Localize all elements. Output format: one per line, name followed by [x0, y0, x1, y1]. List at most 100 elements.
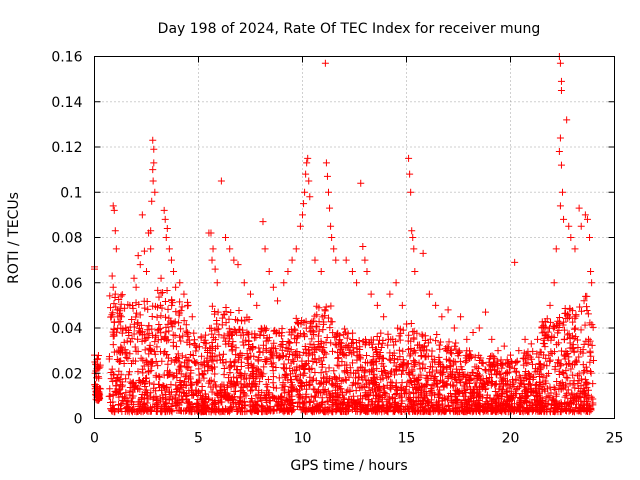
- data-point: [589, 399, 597, 407]
- data-point: [537, 364, 545, 372]
- data-point: [261, 245, 269, 253]
- data-point: [365, 384, 373, 392]
- data-point: [311, 392, 319, 400]
- data-point: [557, 77, 565, 85]
- data-point: [328, 234, 336, 241]
- data-point: [230, 387, 238, 395]
- data-point: [494, 347, 502, 355]
- data-point: [155, 380, 163, 388]
- data-point: [503, 369, 511, 377]
- data-point: [415, 375, 423, 383]
- data-point: [169, 331, 177, 339]
- data-point: [237, 380, 245, 388]
- data-point: [578, 307, 586, 315]
- data-point: [343, 334, 351, 342]
- data-point: [303, 159, 311, 167]
- data-point: [230, 373, 238, 381]
- data-point: [399, 356, 407, 364]
- data-point: [546, 301, 554, 309]
- data-point: [577, 222, 585, 230]
- data-point: [311, 369, 319, 377]
- data-point: [110, 405, 118, 413]
- data-point: [401, 407, 409, 415]
- data-point: [215, 351, 223, 359]
- data-point: [206, 377, 214, 385]
- data-point: [524, 348, 532, 356]
- data-point: [168, 400, 176, 408]
- data-point: [396, 392, 404, 400]
- data-point: [557, 385, 565, 393]
- data-point: [230, 256, 238, 264]
- data-point: [317, 401, 325, 409]
- data-point: [419, 249, 427, 257]
- data-point: [284, 344, 292, 352]
- data-point: [173, 354, 181, 362]
- data-point: [128, 315, 136, 323]
- data-point: [320, 408, 328, 416]
- data-point: [358, 395, 366, 403]
- data-point: [582, 337, 590, 345]
- data-point: [154, 286, 162, 294]
- y-tick-label: 0.06: [51, 276, 82, 292]
- data-point: [364, 359, 372, 367]
- data-point: [560, 336, 568, 344]
- data-point: [361, 367, 369, 375]
- data-point: [462, 389, 470, 397]
- data-point: [449, 381, 457, 389]
- data-point: [306, 349, 314, 357]
- data-point: [162, 313, 170, 321]
- data-point: [130, 330, 138, 338]
- data-point: [199, 402, 207, 410]
- data-point: [242, 336, 250, 344]
- data-point: [293, 333, 301, 341]
- data-point: [209, 245, 217, 253]
- data-point: [164, 371, 172, 379]
- data-point: [541, 343, 549, 351]
- data-point: [330, 367, 338, 375]
- data-point: [390, 341, 398, 349]
- data-point: [118, 329, 126, 337]
- data-point: [265, 389, 273, 397]
- data-point: [291, 326, 299, 334]
- data-point: [281, 382, 289, 390]
- data-point: [564, 360, 572, 368]
- data-point: [519, 404, 527, 412]
- data-point: [227, 343, 235, 351]
- data-point: [152, 358, 160, 366]
- data-point: [272, 384, 280, 392]
- data-point: [239, 331, 247, 339]
- data-point: [548, 401, 556, 409]
- data-point: [234, 261, 242, 269]
- data-point: [228, 341, 236, 349]
- data-point: [487, 381, 495, 389]
- data-point: [148, 197, 156, 205]
- data-point: [233, 374, 241, 382]
- data-point: [236, 349, 244, 357]
- data-point: [151, 188, 159, 196]
- data-point: [215, 331, 223, 339]
- data-point: [549, 322, 557, 330]
- data-point: [589, 380, 597, 388]
- data-point: [527, 405, 535, 413]
- data-point: [576, 303, 584, 311]
- data-point: [426, 335, 434, 343]
- data-point: [464, 395, 472, 403]
- data-point: [577, 348, 585, 356]
- data-point: [581, 211, 589, 219]
- data-point: [298, 357, 306, 365]
- data-point: [553, 341, 561, 349]
- data-point: [550, 324, 558, 332]
- data-point: [321, 403, 329, 411]
- data-point: [269, 344, 277, 352]
- data-point: [385, 355, 393, 363]
- data-point: [128, 335, 136, 343]
- data-point: [357, 363, 365, 371]
- data-point: [510, 365, 518, 373]
- data-point: [141, 336, 149, 344]
- data-point: [115, 296, 123, 304]
- data-point: [162, 383, 170, 391]
- data-point: [451, 374, 459, 382]
- data-point: [146, 379, 154, 387]
- data-point: [150, 348, 158, 356]
- data-point: [422, 381, 430, 389]
